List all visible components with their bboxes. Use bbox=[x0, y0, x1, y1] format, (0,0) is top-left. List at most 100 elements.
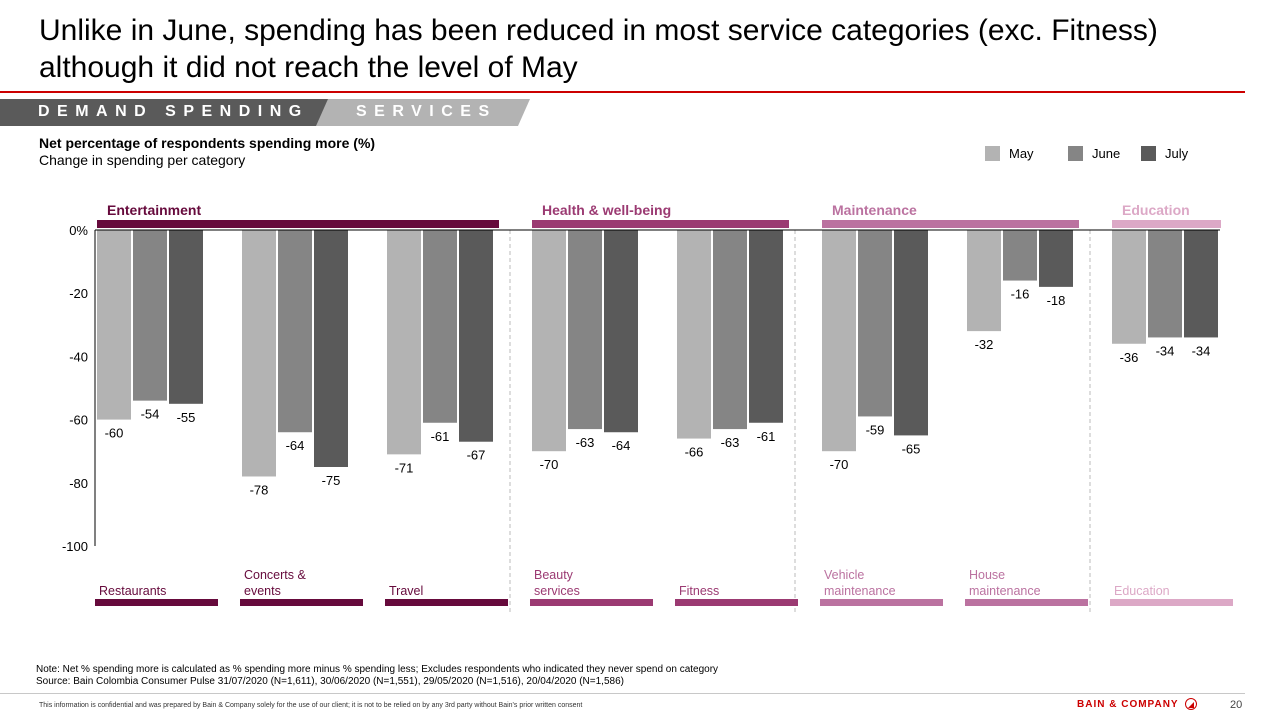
bar-june bbox=[713, 230, 747, 430]
data-label: -34 bbox=[1192, 343, 1211, 358]
data-label: -64 bbox=[612, 438, 631, 453]
section-secondary-label: SERVICES bbox=[356, 103, 497, 120]
bar-june bbox=[133, 230, 167, 401]
bar-may bbox=[242, 230, 276, 477]
data-label: -63 bbox=[721, 435, 740, 450]
section-secondary-tab: SERVICES bbox=[316, 99, 530, 126]
bar-may bbox=[967, 230, 1001, 332]
group-header-bar bbox=[822, 220, 1079, 228]
category-underline bbox=[95, 599, 218, 606]
data-label: -61 bbox=[431, 429, 450, 444]
data-label: -71 bbox=[395, 460, 414, 475]
category-label: Education bbox=[1114, 584, 1170, 598]
category-label: maintenance bbox=[969, 584, 1041, 598]
bar-july bbox=[604, 230, 638, 433]
data-label: -66 bbox=[685, 445, 704, 460]
section-primary-label: DEMAND SPENDING bbox=[38, 103, 309, 120]
bar-july bbox=[749, 230, 783, 423]
legend-swatch-june bbox=[1068, 145, 1083, 161]
brand-name: BAIN & COMPANY bbox=[1077, 698, 1179, 710]
data-label: -16 bbox=[1011, 287, 1030, 302]
category-underline bbox=[530, 599, 653, 606]
group-header-label: Education bbox=[1122, 202, 1190, 218]
data-label: -70 bbox=[540, 457, 559, 472]
category-underline bbox=[820, 599, 943, 606]
category-label: Vehicle bbox=[824, 568, 864, 582]
data-label: -36 bbox=[1120, 350, 1139, 365]
bar-july bbox=[894, 230, 928, 436]
category-label: Concerts & bbox=[244, 568, 306, 582]
category-label: services bbox=[534, 584, 580, 598]
legend-label-june: June bbox=[1092, 145, 1121, 161]
category-underline bbox=[1110, 599, 1233, 606]
data-label: -65 bbox=[902, 441, 921, 456]
category-label: Restaurants bbox=[99, 584, 166, 598]
y-tick-label: -60 bbox=[69, 413, 88, 428]
legend-item-may: May bbox=[985, 144, 1034, 162]
bar-may bbox=[677, 230, 711, 439]
y-tick-label: -80 bbox=[69, 476, 88, 491]
bar-june bbox=[1148, 230, 1182, 338]
bar-june bbox=[568, 230, 602, 430]
group-header-label: Health & well-being bbox=[542, 202, 671, 218]
data-label: -34 bbox=[1156, 343, 1175, 358]
data-label: -61 bbox=[757, 429, 776, 444]
category-label: Beauty bbox=[534, 568, 574, 582]
bar-june bbox=[278, 230, 312, 433]
bar-july bbox=[1039, 230, 1073, 287]
data-label: -78 bbox=[250, 482, 269, 497]
slide-title: Unlike in June, spending has been reduce… bbox=[39, 14, 1158, 84]
section-tracker: DEMAND SPENDING SERVICES bbox=[0, 99, 540, 126]
data-label: -54 bbox=[141, 407, 160, 422]
group-header-bar bbox=[97, 220, 499, 228]
group-header-label: Maintenance bbox=[832, 202, 917, 218]
data-label: -75 bbox=[322, 473, 341, 488]
source-text: Source: Bain Colombia Consumer Pulse 31/… bbox=[36, 676, 624, 687]
category-label: maintenance bbox=[824, 584, 896, 598]
category-label: Fitness bbox=[679, 584, 719, 598]
bar-may bbox=[1112, 230, 1146, 344]
data-label: -18 bbox=[1047, 293, 1066, 308]
category-underline bbox=[675, 599, 798, 606]
data-label: -64 bbox=[286, 438, 305, 453]
page-number: 20 bbox=[1230, 699, 1243, 711]
y-tick-label: -100 bbox=[62, 539, 88, 554]
legend-swatch-july bbox=[1141, 145, 1156, 161]
data-label: -60 bbox=[105, 426, 124, 441]
footnote: Note: Net % spending more is calculated … bbox=[36, 664, 718, 688]
y-tick-label: -40 bbox=[69, 349, 88, 364]
bain-logo-icon bbox=[1184, 698, 1197, 710]
chart-subtitle: Change in spending per category bbox=[39, 152, 246, 168]
data-label: -63 bbox=[576, 435, 595, 450]
bar-may bbox=[822, 230, 856, 452]
data-label: -67 bbox=[467, 448, 486, 463]
legend-item-july: July bbox=[1141, 144, 1188, 162]
category-underline bbox=[385, 599, 508, 606]
bar-may bbox=[532, 230, 566, 452]
section-primary-tab: DEMAND SPENDING bbox=[0, 99, 330, 126]
bar-july bbox=[314, 230, 348, 467]
group-header-bar bbox=[1112, 220, 1221, 228]
footer-divider bbox=[0, 693, 1245, 694]
legend-swatch-may bbox=[985, 145, 1000, 161]
category-underline bbox=[965, 599, 1088, 606]
data-label: -32 bbox=[975, 337, 994, 352]
category-label: events bbox=[244, 584, 281, 598]
category-label: Travel bbox=[389, 584, 423, 598]
title-divider bbox=[0, 91, 1245, 93]
group-header-bar bbox=[532, 220, 789, 228]
brand-logo: BAIN & COMPANY bbox=[1077, 698, 1197, 710]
bar-june bbox=[858, 230, 892, 417]
bar-june bbox=[423, 230, 457, 423]
confidentiality-disclaimer: This information is confidential and was… bbox=[39, 702, 583, 709]
note-text: Note: Net % spending more is calculated … bbox=[36, 664, 719, 675]
category-label: House bbox=[969, 568, 1005, 582]
bar-july bbox=[169, 230, 203, 404]
legend-label-may: May bbox=[1009, 145, 1034, 161]
legend-label-july: July bbox=[1165, 145, 1189, 161]
bar-may bbox=[97, 230, 131, 420]
group-header-label: Entertainment bbox=[107, 202, 201, 218]
data-label: -55 bbox=[177, 410, 196, 425]
data-label: -59 bbox=[866, 422, 885, 437]
